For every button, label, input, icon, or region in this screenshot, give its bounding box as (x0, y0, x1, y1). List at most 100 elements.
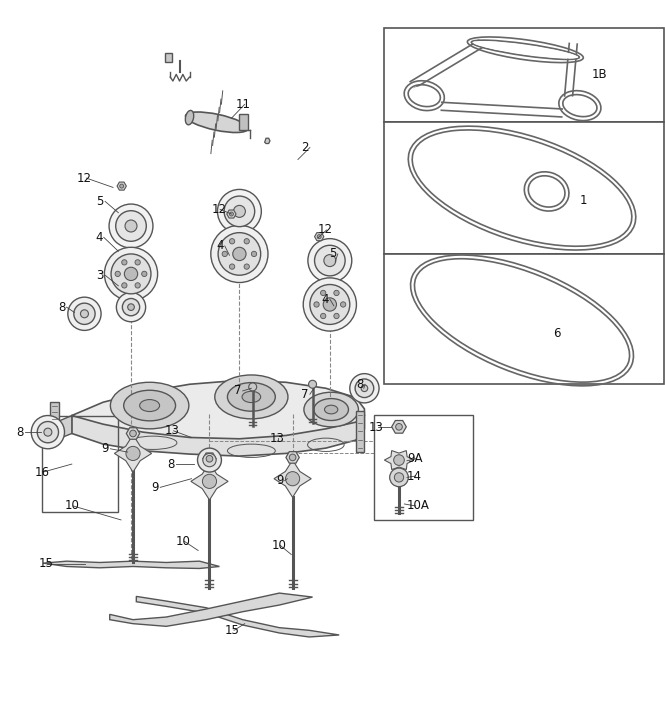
Circle shape (130, 430, 136, 437)
Ellipse shape (530, 178, 563, 205)
Ellipse shape (473, 42, 577, 58)
Polygon shape (286, 452, 299, 463)
Circle shape (115, 271, 120, 276)
Circle shape (202, 475, 217, 488)
Ellipse shape (124, 391, 176, 421)
Bar (356, 411, 364, 452)
Circle shape (334, 290, 339, 296)
Text: 7: 7 (301, 388, 309, 401)
Text: 15: 15 (225, 624, 239, 637)
Text: 10: 10 (176, 535, 190, 548)
Polygon shape (392, 421, 406, 433)
Ellipse shape (314, 398, 348, 421)
Circle shape (350, 373, 379, 403)
Circle shape (361, 385, 368, 391)
Circle shape (244, 264, 249, 269)
Text: 6: 6 (553, 327, 561, 340)
Circle shape (233, 247, 246, 261)
Circle shape (109, 204, 153, 248)
Ellipse shape (565, 97, 595, 115)
Text: 13: 13 (369, 421, 384, 434)
Polygon shape (114, 435, 152, 472)
Ellipse shape (242, 391, 261, 403)
Circle shape (198, 448, 221, 472)
Text: 13: 13 (165, 424, 180, 437)
Circle shape (303, 278, 356, 331)
Circle shape (203, 454, 216, 467)
Text: 8: 8 (17, 426, 24, 439)
Circle shape (334, 313, 339, 319)
Text: 4: 4 (95, 230, 102, 244)
Text: 15: 15 (39, 557, 53, 570)
Circle shape (251, 251, 257, 256)
Circle shape (340, 302, 346, 307)
Ellipse shape (304, 392, 358, 426)
Ellipse shape (227, 383, 275, 411)
Text: 10A: 10A (407, 500, 430, 513)
Circle shape (229, 212, 233, 216)
Text: 4: 4 (321, 293, 329, 306)
Circle shape (120, 184, 124, 188)
Circle shape (37, 421, 59, 443)
Circle shape (116, 210, 146, 241)
Circle shape (206, 455, 213, 462)
Circle shape (229, 264, 235, 269)
Bar (384, 28, 664, 121)
Circle shape (249, 383, 257, 391)
Circle shape (80, 309, 88, 318)
Ellipse shape (414, 132, 630, 244)
Polygon shape (136, 597, 339, 637)
Polygon shape (117, 182, 126, 190)
Circle shape (218, 233, 261, 275)
Polygon shape (72, 381, 364, 439)
Circle shape (126, 447, 140, 460)
Ellipse shape (410, 86, 439, 105)
Ellipse shape (140, 399, 160, 411)
Polygon shape (227, 210, 236, 218)
Circle shape (68, 297, 101, 330)
Circle shape (244, 238, 249, 244)
Bar (384, 254, 664, 384)
Bar (374, 415, 473, 520)
Polygon shape (126, 428, 140, 439)
Text: 10: 10 (271, 538, 286, 551)
Circle shape (211, 225, 268, 282)
Bar (50, 401, 59, 429)
Circle shape (323, 298, 336, 311)
Circle shape (111, 254, 151, 294)
Text: 5: 5 (96, 195, 104, 208)
Text: 3: 3 (96, 269, 104, 281)
Circle shape (31, 416, 65, 449)
Ellipse shape (531, 179, 563, 205)
Circle shape (315, 246, 345, 276)
Circle shape (317, 235, 321, 238)
Polygon shape (265, 139, 270, 144)
Polygon shape (72, 416, 364, 456)
Ellipse shape (473, 41, 578, 58)
Polygon shape (315, 233, 324, 241)
Circle shape (116, 292, 146, 322)
Circle shape (104, 247, 158, 300)
Circle shape (390, 468, 408, 487)
Circle shape (289, 454, 296, 461)
Polygon shape (203, 453, 216, 465)
Circle shape (233, 205, 245, 218)
Circle shape (224, 196, 255, 227)
Text: 10: 10 (65, 500, 80, 513)
Circle shape (394, 472, 404, 482)
Ellipse shape (415, 132, 629, 243)
Circle shape (135, 283, 140, 288)
Text: 2: 2 (301, 141, 309, 154)
Ellipse shape (215, 375, 288, 419)
Circle shape (122, 299, 140, 316)
Circle shape (44, 428, 52, 436)
Circle shape (308, 238, 352, 282)
Circle shape (122, 283, 127, 288)
Ellipse shape (565, 96, 595, 115)
Bar (384, 121, 664, 254)
Text: 16: 16 (35, 465, 50, 479)
Circle shape (321, 290, 326, 296)
Text: 12: 12 (318, 223, 333, 236)
Text: 13: 13 (269, 432, 284, 444)
Text: 9: 9 (152, 481, 159, 494)
